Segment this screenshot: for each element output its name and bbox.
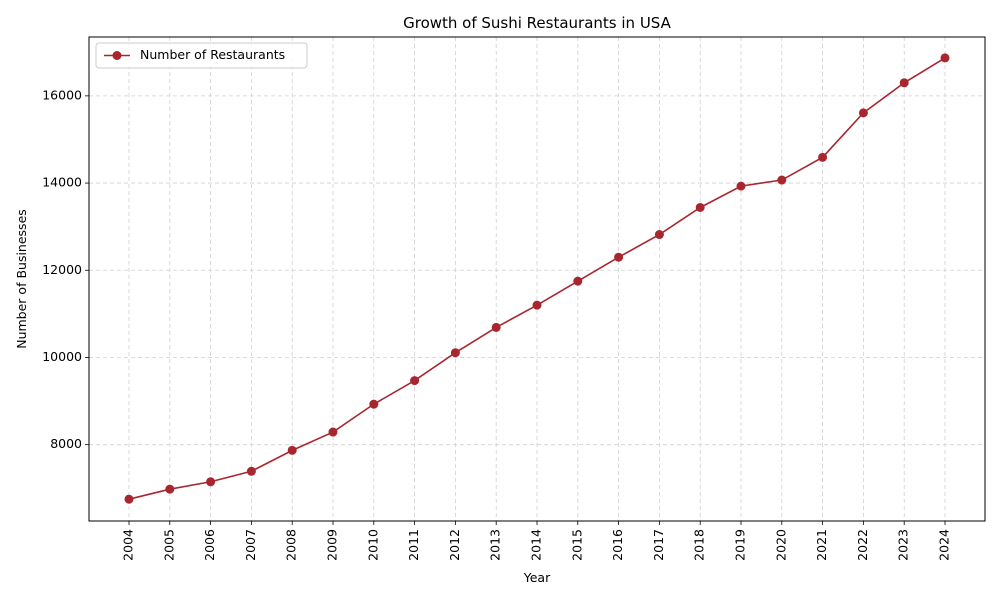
- data-point: [491, 322, 501, 332]
- y-tick-label: 14000: [42, 175, 82, 190]
- data-point: [206, 477, 216, 487]
- x-tick-label: 2015: [569, 529, 584, 561]
- data-point: [410, 376, 420, 386]
- legend-box: [95, 42, 308, 69]
- x-tick-label: 2010: [365, 529, 380, 561]
- data-point: [818, 152, 828, 162]
- x-axis-label: Year: [523, 570, 551, 585]
- x-tick-label: 2016: [610, 529, 625, 561]
- y-axis-ticks: 8000 10000 12000 14000 16000: [42, 87, 89, 451]
- x-tick-label: 2007: [243, 529, 258, 561]
- x-tick-label: 2022: [855, 529, 870, 561]
- chart-title: Growth of Sushi Restaurants in USA: [403, 14, 671, 32]
- x-tick-label: 2021: [814, 529, 829, 561]
- x-tick-label: 2024: [937, 529, 952, 561]
- x-tick-label: 2013: [488, 529, 503, 561]
- x-axis-ticks: 2004 2005 2006 2007 2008 2009 2010 2011 2012 2013…: [121, 521, 952, 561]
- series-layer: [124, 53, 950, 504]
- legend-entry: Number of Restaurants: [140, 47, 285, 62]
- y-tick-label: 12000: [42, 262, 82, 277]
- legend: Number of Restaurants: [95, 42, 308, 69]
- y-tick-label: 16000: [42, 87, 82, 102]
- y-tick-label: 8000: [50, 436, 82, 451]
- data-point: [287, 445, 297, 455]
- y-axis-label: Number of Businesses: [14, 209, 29, 349]
- x-tick-label: 2008: [284, 529, 299, 561]
- x-tick-label: 2011: [406, 529, 421, 561]
- data-point: [654, 230, 664, 240]
- x-tick-label: 2006: [202, 529, 217, 561]
- x-tick-label: 2023: [896, 529, 911, 561]
- data-point: [369, 399, 379, 409]
- x-tick-label: 2020: [773, 529, 788, 561]
- legend-marker: [112, 51, 122, 60]
- data-point: [532, 300, 542, 310]
- data-point: [777, 175, 787, 185]
- y-tick-label: 10000: [42, 349, 82, 364]
- data-point: [165, 484, 175, 494]
- data-point: [450, 348, 460, 358]
- data-point: [614, 252, 624, 262]
- data-point: [899, 78, 909, 88]
- data-point: [736, 181, 746, 191]
- grid: [89, 37, 985, 521]
- data-point: [124, 494, 134, 504]
- x-tick-label: 2009: [325, 529, 340, 561]
- x-tick-label: 2012: [447, 529, 462, 561]
- x-tick-label: 2014: [529, 529, 544, 561]
- data-point: [246, 466, 256, 476]
- data-point: [695, 202, 705, 212]
- data-point: [573, 276, 583, 286]
- x-tick-label: 2005: [161, 529, 176, 561]
- x-tick-label: 2018: [692, 529, 707, 561]
- data-point: [940, 53, 950, 63]
- x-tick-label: 2017: [651, 529, 666, 561]
- x-tick-label: 2019: [733, 529, 748, 561]
- data-point: [858, 108, 868, 118]
- data-point: [328, 427, 338, 437]
- x-tick-label: 2004: [121, 529, 136, 561]
